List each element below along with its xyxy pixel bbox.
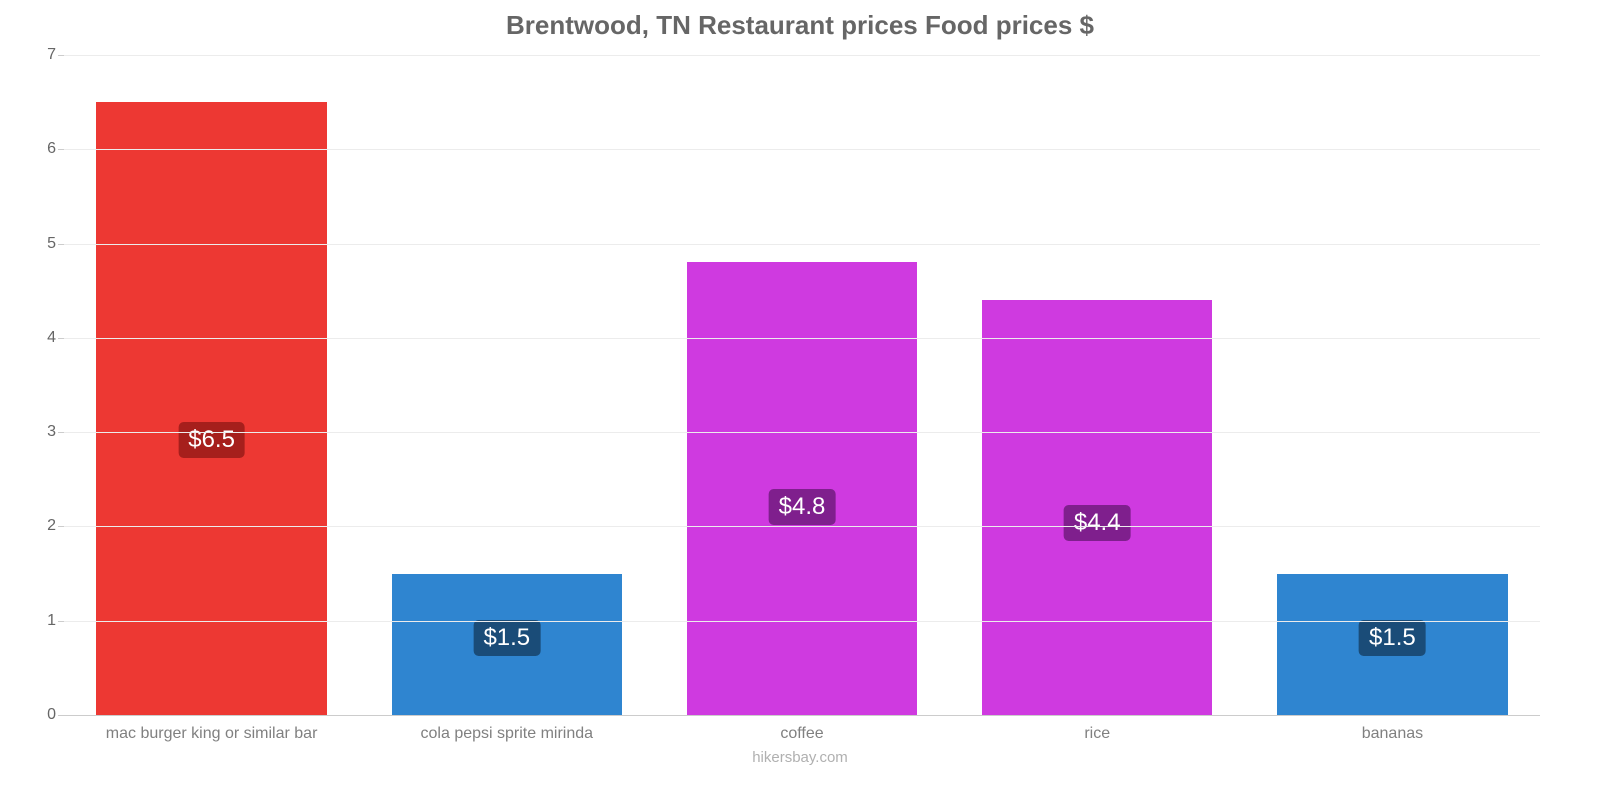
y-axis-tick [58,621,64,622]
y-axis-tick [58,244,64,245]
value-badge: $4.8 [769,489,836,525]
y-axis-label: 1 [47,612,56,630]
bars-row: $6.5 $1.5 $4.8 $4.4 $1.5 [64,55,1540,715]
y-axis-tick [58,432,64,433]
chart-footer: hikersbay.com [40,749,1560,766]
bar: $4.4 [982,300,1212,715]
value-badge: $4.4 [1064,505,1131,541]
y-axis-label: 0 [47,706,56,724]
y-axis-label: 7 [47,46,56,64]
bar: $6.5 [96,102,326,715]
bar-slot: $4.4 [950,55,1245,715]
bar: $4.8 [687,262,917,715]
y-axis-tick [58,715,64,716]
grid-line [64,621,1540,622]
y-axis-label: 5 [47,235,56,253]
grid-line [64,244,1540,245]
bar-slot: $1.5 [359,55,654,715]
y-axis-label: 6 [47,140,56,158]
grid-line [64,526,1540,527]
x-axis-label: rice [950,725,1245,743]
bar-slot: $6.5 [64,55,359,715]
grid-line [64,338,1540,339]
bar-slot: $4.8 [654,55,949,715]
value-badge: $1.5 [473,620,540,656]
plot-area: $6.5$1.5$4.8$4.4$1.5 01234567 [64,55,1540,715]
bar: $1.5 [1277,574,1507,715]
chart-container: Brentwood, TN Restaurant prices Food pri… [40,10,1560,790]
grid-line [64,432,1540,433]
x-axis-label: bananas [1245,725,1540,743]
bar: $1.5 [392,574,622,715]
x-axis-label: mac burger king or similar bar [64,725,359,743]
bar-slot: $1.5 [1245,55,1540,715]
value-badge: $1.5 [1359,620,1426,656]
y-axis-label: 4 [47,329,56,347]
y-axis-tick [58,55,64,56]
y-axis-tick [58,149,64,150]
y-axis-tick [58,338,64,339]
y-axis-label: 3 [47,423,56,441]
y-axis-label: 2 [47,517,56,535]
x-axis-labels: mac burger king or similar barcola pepsi… [64,725,1540,743]
x-axis-label: cola pepsi sprite mirinda [359,725,654,743]
chart-title: Brentwood, TN Restaurant prices Food pri… [40,10,1560,41]
grid-line [64,149,1540,150]
grid-line [64,55,1540,56]
value-badge: $6.5 [178,422,245,458]
y-axis-tick [58,526,64,527]
x-axis-label: coffee [654,725,949,743]
grid-line [64,715,1540,716]
